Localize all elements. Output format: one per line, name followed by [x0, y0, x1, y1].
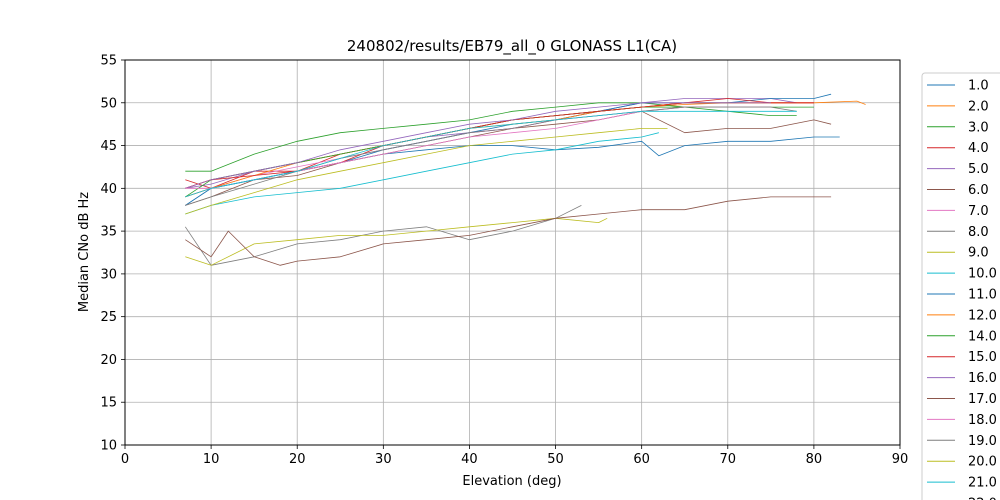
- y-tick-label: 10: [100, 439, 117, 454]
- legend: 1.0 2.0 3.0 4.0 5.0 6.0 7.0 8.0 9.0 10.0 11.0 12.0 1…: [921, 72, 1000, 500]
- y-tick-label: 30: [100, 267, 117, 282]
- series-line-12-0: [185, 102, 814, 198]
- legend-label: 2.0: [968, 99, 989, 114]
- series-line-3-0: [185, 102, 797, 172]
- legend-label: 3.0: [968, 120, 989, 135]
- legend-label: 18.0: [968, 413, 997, 428]
- y-tick-label: 55: [100, 54, 117, 69]
- legend-label: 1.0: [968, 79, 989, 94]
- legend-label: 17.0: [968, 392, 997, 407]
- legend-label: 5.0: [968, 162, 989, 177]
- series-line-16-0: [185, 102, 771, 189]
- x-tick-label: 10: [203, 452, 220, 467]
- series-line-17-0: [185, 196, 832, 266]
- series-line-7-0: [185, 106, 771, 198]
- y-axis-ticks: 10 15 20 25 30 35 40 45 50 55: [100, 54, 125, 454]
- legend-label: 6.0: [968, 183, 989, 198]
- y-tick-label: 35: [100, 225, 117, 240]
- x-tick-label: 70: [720, 452, 737, 467]
- x-tick-label: 90: [892, 452, 909, 467]
- series-line-15-0: [185, 98, 814, 189]
- legend-label: 19.0: [968, 434, 997, 449]
- series-line-19-0: [185, 106, 797, 206]
- legend-label: 16.0: [968, 371, 997, 386]
- series-line-20-0: [185, 127, 668, 215]
- x-tick-label: 40: [461, 452, 478, 467]
- x-tick-label: 80: [806, 452, 823, 467]
- series-line-10-0: [185, 132, 659, 215]
- y-axis-label: Median CNo dB Hz: [77, 192, 92, 312]
- series-line-14-0: [185, 106, 814, 198]
- grid: [124, 59, 901, 446]
- y-tick-label: 15: [100, 396, 117, 411]
- y-tick-label: 40: [100, 182, 117, 197]
- legend-label: 15.0: [968, 350, 997, 365]
- legend-label: 4.0: [968, 141, 989, 156]
- legend-label: 11.0: [968, 288, 997, 303]
- y-tick-label: 50: [100, 96, 117, 111]
- x-tick-label: 20: [289, 452, 306, 467]
- legend-label: 22.0: [968, 497, 997, 500]
- legend-label: 14.0: [968, 329, 997, 344]
- x-tick-label: 0: [121, 452, 129, 467]
- x-axis-label: Elevation (deg): [462, 474, 561, 489]
- series-line-2-0: [185, 100, 866, 189]
- legend-label: 20.0: [968, 455, 997, 470]
- series-lines: [184, 93, 866, 266]
- legend-label: 7.0: [968, 204, 989, 219]
- legend-label: 12.0: [968, 308, 997, 323]
- y-tick-label: 20: [100, 353, 117, 368]
- x-tick-label: 60: [633, 452, 650, 467]
- x-axis-ticks: 0 10 20 30 40 50 60 70 80 90: [121, 445, 908, 467]
- legend-label: 8.0: [968, 225, 989, 240]
- series-line-8-0: [184, 205, 582, 266]
- x-tick-label: 50: [547, 452, 564, 467]
- legend-label: 10.0: [968, 267, 997, 282]
- x-tick-label: 30: [375, 452, 392, 467]
- series-line-21-0: [185, 110, 797, 198]
- chart-title: 240802/results/EB79_all_0 GLONASS L1(CA): [347, 37, 677, 56]
- series-line-9-0: [185, 217, 608, 266]
- y-tick-label: 25: [100, 310, 117, 325]
- legend-label: 9.0: [968, 246, 989, 261]
- legend-label: 21.0: [968, 476, 997, 491]
- legend-frame: [921, 72, 1000, 500]
- y-tick-label: 45: [100, 139, 117, 154]
- plot-frame: [124, 59, 901, 446]
